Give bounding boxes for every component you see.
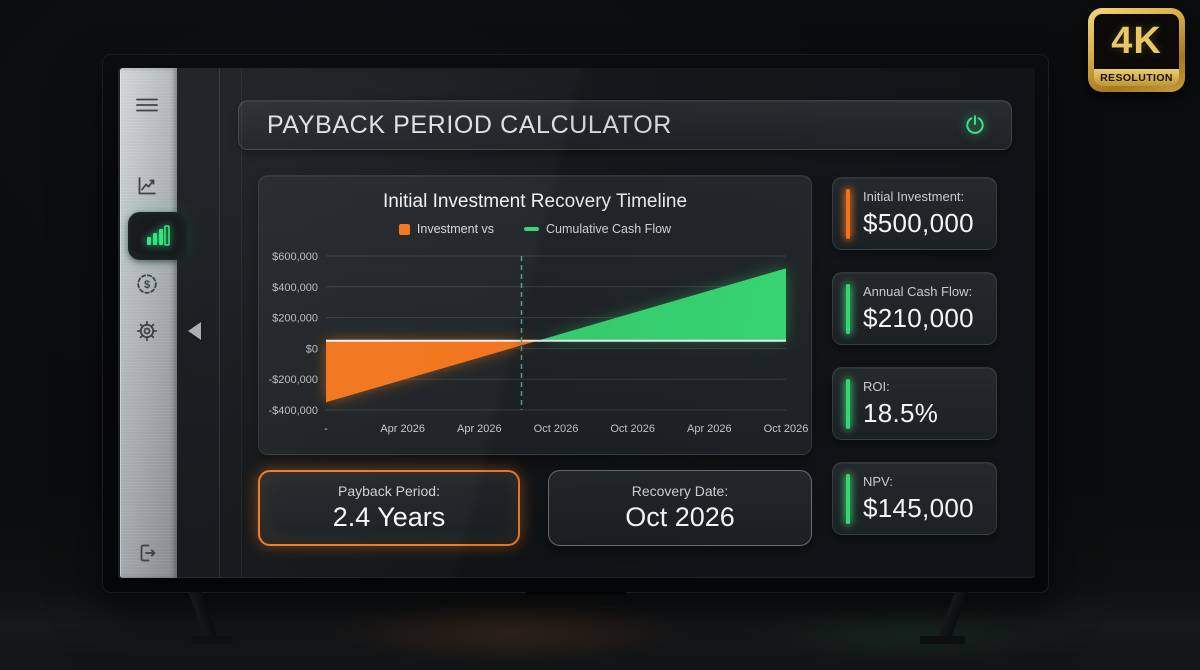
svg-text:-: -: [324, 423, 328, 435]
stat-value: $210,000: [863, 303, 974, 333]
stat-accent-bar: [846, 189, 850, 239]
stat-accent-bar: [846, 379, 850, 429]
svg-text:Oct 2026: Oct 2026: [534, 423, 579, 435]
result-label: Recovery Date:: [631, 483, 729, 499]
stat-value: 18.5%: [863, 398, 939, 428]
svg-text:$400,000: $400,000: [272, 282, 318, 294]
sidebar: [120, 68, 177, 578]
stat-value: $145,000: [863, 493, 974, 523]
screen-reflection-line: [219, 68, 220, 578]
chart-legend: Investment vs Cumulative Cash Flow: [259, 222, 811, 236]
legend-label-investment: Investment vs: [416, 222, 495, 236]
stat-card-npv: NPV: $145,000: [832, 462, 997, 535]
4k-resolution-badge: 4K RESOLUTION: [1088, 8, 1185, 92]
result-card-recovery-date: Recovery Date: Oct 2026: [548, 470, 812, 546]
tv-center-notch: [526, 592, 626, 603]
stat-accent-bar: [846, 474, 850, 524]
svg-text:$200,000: $200,000: [272, 313, 318, 325]
result-label: Payback Period:: [338, 483, 440, 499]
4k-badge-text: 4K: [1111, 20, 1162, 62]
tv-foot-right: [920, 636, 965, 644]
logout-icon[interactable]: [118, 541, 175, 565]
app-header: PAYBACK PERIOD CALCULATOR: [238, 100, 1012, 150]
svg-text:Apr 2026: Apr 2026: [687, 423, 732, 435]
stat-card-annual-cash-flow: Annual Cash Flow: $210,000: [832, 272, 997, 345]
currency-icon[interactable]: $: [118, 272, 175, 296]
floor-glow-orange: [330, 598, 690, 664]
result-value: 2.4 Years: [332, 502, 446, 532]
stat-label: NPV:: [863, 474, 893, 489]
power-icon: [966, 115, 984, 134]
legend-item-investment: Investment vs: [398, 222, 495, 236]
settings-icon[interactable]: [118, 319, 175, 343]
svg-text:-$200,000: -$200,000: [268, 374, 318, 386]
screen-reflection-line: [241, 68, 242, 578]
recovery-chart-plot: $600,000 $400,000 $200,000 $0 -$200,000 -$400…: [268, 251, 809, 435]
stat-value: $500,000: [863, 208, 974, 238]
svg-text:$600,000: $600,000: [272, 251, 318, 263]
svg-text:-$400,000: -$400,000: [268, 405, 318, 417]
svg-text:Apr 2026: Apr 2026: [380, 423, 425, 435]
result-card-payback-period: Payback Period: 2.4 Years: [258, 470, 520, 546]
svg-text:$0: $0: [306, 343, 318, 355]
chart-title: Initial Investment Recovery Timeline: [382, 191, 688, 212]
stat-label: Initial Investment:: [863, 189, 965, 204]
svg-text:Oct 2026: Oct 2026: [764, 423, 809, 435]
stat-accent-bar: [846, 284, 850, 334]
stat-card-roi: ROI: 18.5%: [832, 367, 997, 440]
recovery-chart-card: Initial Investment Recovery Timeline Inv…: [258, 175, 812, 455]
svg-text:$: $: [143, 279, 149, 291]
legend-label-cashflow: Cumulative Cash Flow: [546, 222, 672, 236]
stat-card-initial-investment: Initial Investment: $500,000: [832, 177, 997, 250]
stat-label: ROI:: [863, 379, 890, 394]
legend-swatch-investment: [398, 223, 410, 235]
legend-item-cashflow: Cumulative Cash Flow: [524, 222, 671, 236]
screen: $ PAYBACK PERIOD CALCULATOR: [118, 68, 1035, 578]
menu-icon[interactable]: [118, 97, 175, 113]
power-button[interactable]: [959, 109, 991, 141]
4k-badge-inner: 4K RESOLUTION: [1094, 14, 1179, 86]
result-value: Oct 2026: [625, 502, 735, 532]
resolution-badge-text: RESOLUTION: [1094, 69, 1179, 86]
page-title: PAYBACK PERIOD CALCULATOR: [267, 110, 672, 139]
stat-label: Annual Cash Flow:: [863, 284, 973, 299]
legend-swatch-cashflow: [524, 227, 540, 231]
tv-foot-left: [191, 636, 233, 644]
tv-frame: $ PAYBACK PERIOD CALCULATOR: [103, 55, 1048, 592]
line-chart-icon[interactable]: [118, 174, 175, 198]
floor-glow-green: [740, 602, 1080, 664]
svg-text:Apr 2026: Apr 2026: [457, 423, 502, 435]
svg-text:Oct 2026: Oct 2026: [610, 423, 655, 435]
chevron-left-icon[interactable]: [188, 322, 201, 340]
bar-chart-icon[interactable]: [128, 212, 186, 260]
